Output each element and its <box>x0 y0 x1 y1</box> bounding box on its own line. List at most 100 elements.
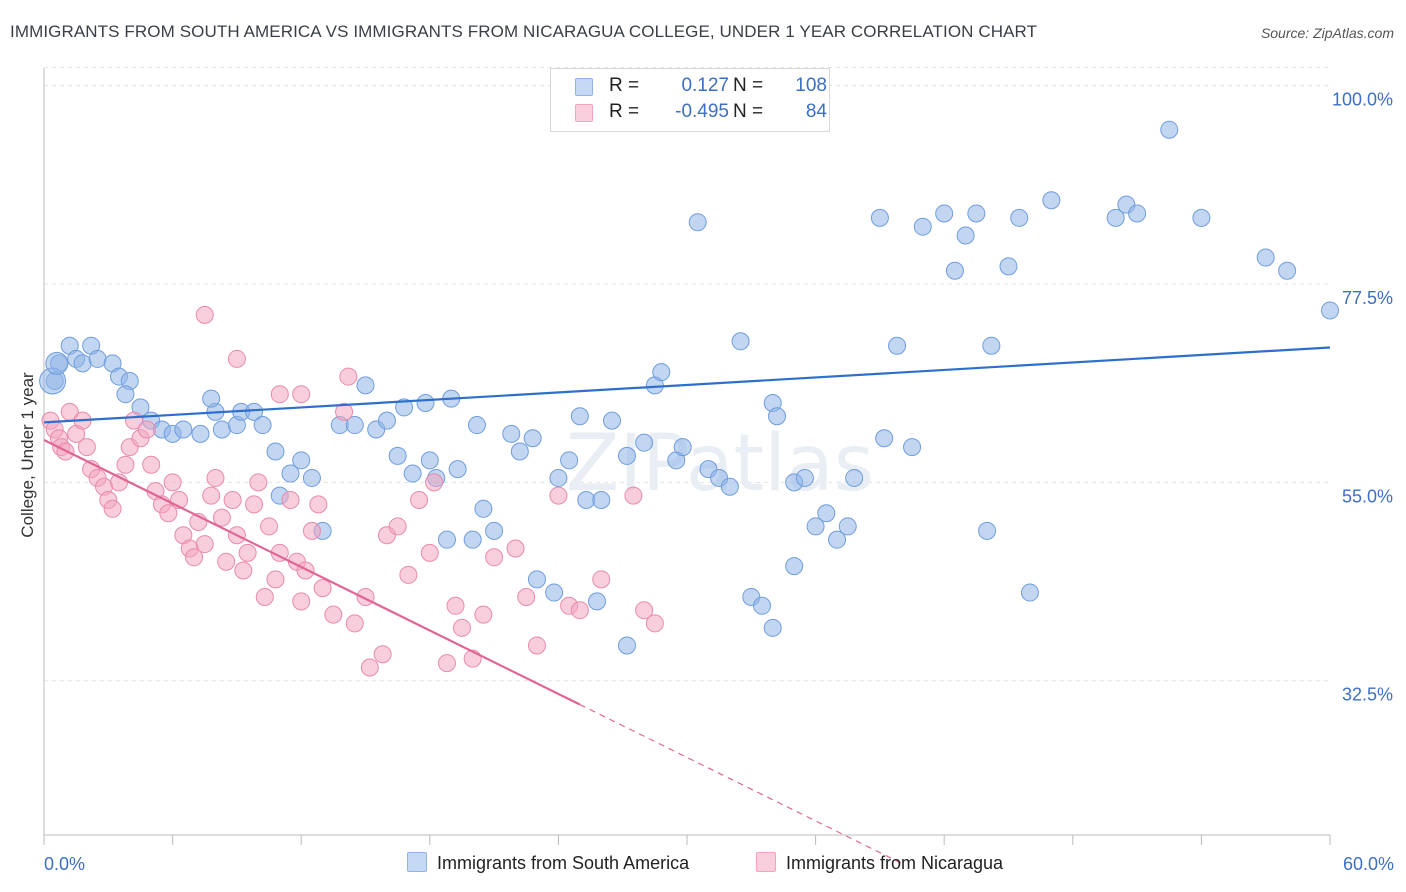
legend-r-value-sa: 0.127 <box>681 75 729 96</box>
point-south-america <box>838 517 857 536</box>
point-south-america <box>875 429 894 448</box>
point-nicaragua <box>142 455 161 474</box>
point-south-america <box>888 336 907 355</box>
point-nicaragua <box>645 614 664 633</box>
point-nicaragua <box>437 654 456 673</box>
point-south-america <box>474 499 493 518</box>
y-tick-label: 77.5% <box>1342 288 1393 308</box>
legend-n-value-nic: 84 <box>805 101 827 122</box>
point-nicaragua <box>292 385 311 404</box>
point-nicaragua <box>339 367 358 386</box>
legend-n-label-nic: N = <box>733 101 764 122</box>
point-nicaragua <box>570 601 589 620</box>
point-south-america <box>587 592 606 611</box>
point-nicaragua <box>635 601 654 620</box>
point-nicaragua <box>420 543 439 562</box>
x-axis-ticks <box>43 835 1331 845</box>
point-south-america <box>266 442 285 461</box>
point-nicaragua <box>212 508 231 527</box>
point-nicaragua <box>485 548 504 567</box>
point-nicaragua <box>345 614 364 633</box>
point-nicaragua <box>335 402 354 421</box>
point-south-america <box>956 226 975 245</box>
point-south-america <box>720 477 739 496</box>
bottom-swatch-nicaragua <box>756 852 776 872</box>
correlation-legend: R = 0.127 N = 108 R = -0.495 N = 84 <box>550 68 830 132</box>
trend-line-nicaragua <box>43 439 581 706</box>
point-south-america <box>356 376 375 395</box>
point-south-america <box>617 446 636 465</box>
point-south-america <box>1042 191 1061 210</box>
point-nicaragua <box>159 504 178 523</box>
point-nicaragua <box>270 385 289 404</box>
point-nicaragua <box>202 486 221 505</box>
legend-n-value-sa: 108 <box>795 75 827 96</box>
point-south-america <box>806 517 825 536</box>
point-nicaragua <box>324 605 343 624</box>
swatch-south-america <box>575 78 593 96</box>
point-south-america <box>635 433 654 452</box>
point-south-america-large <box>45 351 69 375</box>
point-south-america <box>202 389 221 408</box>
trend-line-nicaragua-extension <box>579 703 902 864</box>
bottom-swatch-south-america <box>407 852 427 872</box>
point-south-america <box>245 402 264 421</box>
legend-r-value-nic: -0.495 <box>675 101 729 122</box>
point-south-america <box>768 407 787 426</box>
point-south-america <box>403 464 422 483</box>
y-axis-label: College, Under 1 year <box>18 372 37 538</box>
point-nicaragua <box>195 535 214 554</box>
point-nicaragua <box>313 579 332 598</box>
point-south-america <box>652 363 671 382</box>
point-nicaragua <box>217 552 236 571</box>
point-nicaragua <box>309 495 328 514</box>
bottom-legend-south-america: Immigrants from South America <box>407 852 689 876</box>
point-nicaragua <box>281 490 300 509</box>
point-nicaragua <box>446 596 465 615</box>
point-south-america <box>549 468 568 487</box>
y-tick-label: 55.0% <box>1342 486 1393 506</box>
point-nicaragua <box>234 561 253 580</box>
point-south-america <box>1010 208 1029 227</box>
point-south-america <box>212 420 231 439</box>
point-south-america <box>437 530 456 549</box>
y-axis-tick-labels: 32.5% 55.0% 77.5% 100.0% <box>1332 90 1393 705</box>
legend-n-label-sa: N = <box>733 75 764 96</box>
point-south-america <box>913 217 932 236</box>
legend-r-label-nic: R = <box>609 101 640 122</box>
point-south-america <box>416 394 435 413</box>
point-south-america <box>945 261 964 280</box>
point-south-america <box>577 490 596 509</box>
point-nicaragua <box>549 486 568 505</box>
point-south-america <box>828 530 847 549</box>
point-south-america <box>785 557 804 576</box>
point-south-america <box>485 521 504 540</box>
point-south-america <box>731 332 750 351</box>
point-south-america <box>1278 261 1297 280</box>
point-south-america <box>467 416 486 435</box>
point-nicaragua <box>238 543 257 562</box>
x-tick-label-max: 60.0% <box>1343 854 1394 874</box>
point-nicaragua <box>592 570 611 589</box>
point-south-america <box>935 204 954 223</box>
point-nicaragua <box>223 490 242 509</box>
bottom-legend-label-nic: Immigrants from Nicaragua <box>786 853 1004 873</box>
point-south-america <box>753 596 772 615</box>
point-south-america <box>545 583 564 602</box>
point-south-america <box>88 349 107 368</box>
point-nicaragua <box>474 605 493 624</box>
point-nicaragua <box>206 468 225 487</box>
point-nicaragua <box>360 658 379 677</box>
bottom-legend-label-sa: Immigrants from South America <box>437 853 690 873</box>
point-south-america <box>420 451 439 470</box>
point-south-america <box>116 385 135 404</box>
point-south-america <box>570 407 589 426</box>
point-south-america <box>1321 301 1339 320</box>
point-south-america <box>602 411 621 430</box>
point-nicaragua <box>624 486 643 505</box>
point-nicaragua <box>185 548 204 567</box>
point-south-america <box>448 460 467 479</box>
point-south-america <box>617 636 636 655</box>
trend-lines <box>43 346 1331 864</box>
